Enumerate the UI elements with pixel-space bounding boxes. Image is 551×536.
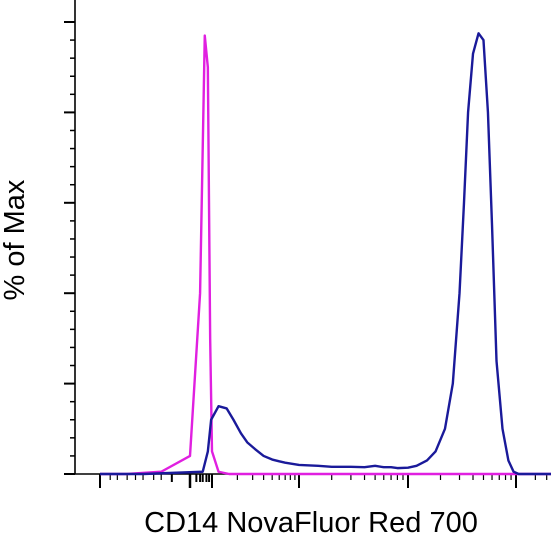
x-axis-label: CD14 NovaFluor Red 700 [144,507,478,536]
histogram-series-1 [100,32,551,476]
plot-area [100,32,551,476]
x-axis-ticks [99,474,548,488]
histogram-series-0 [100,34,551,476]
y-axis-label: % of Max [0,179,31,300]
y-axis-ticks [64,21,75,475]
